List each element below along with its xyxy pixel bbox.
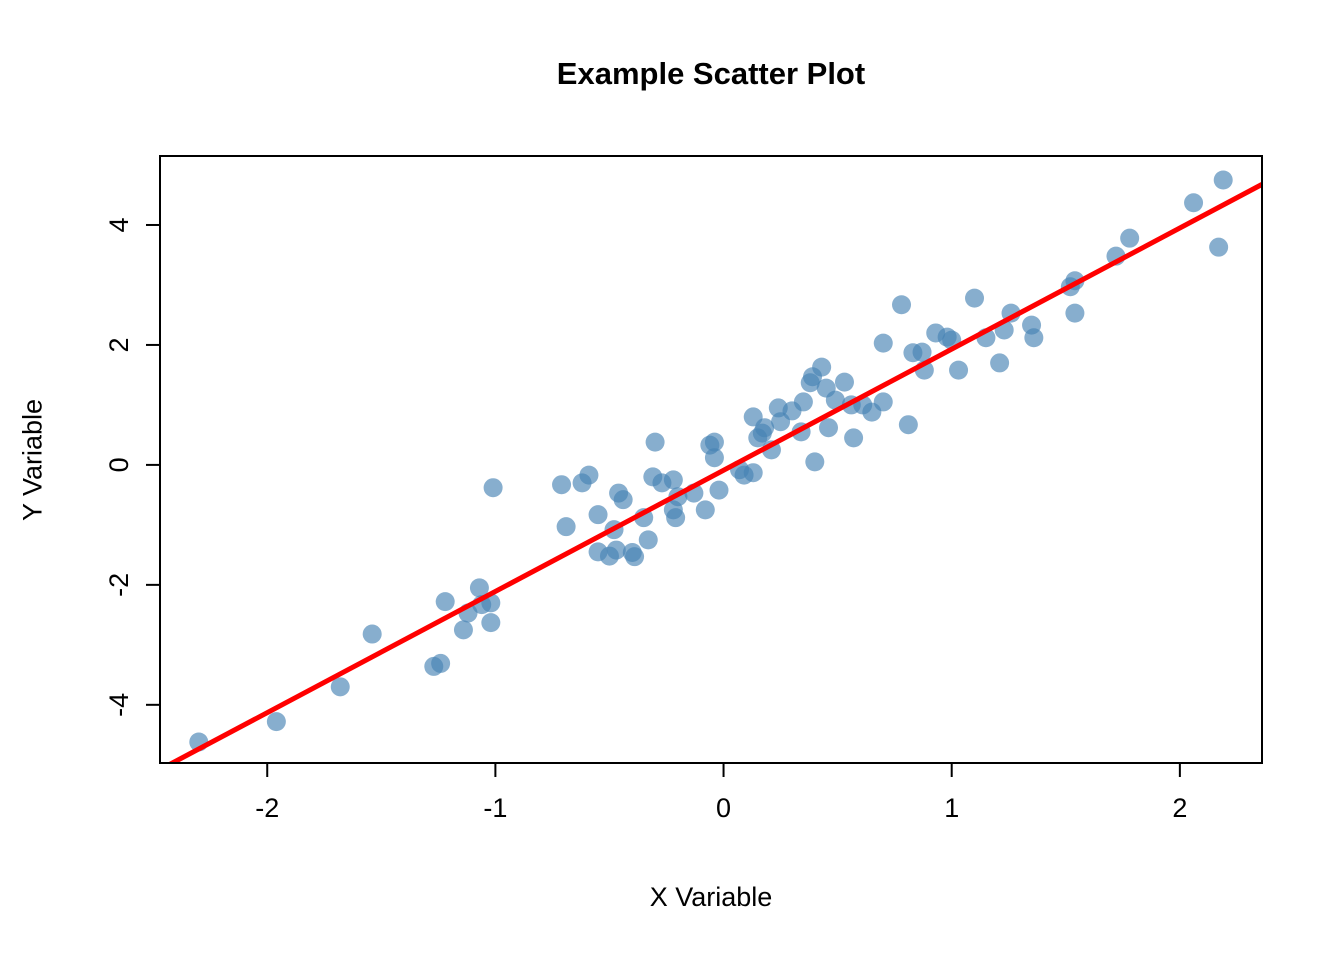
data-point	[330, 677, 350, 697]
data-point	[1209, 237, 1229, 257]
data-point	[1120, 228, 1140, 248]
x-tick-label: 0	[716, 793, 731, 823]
y-tick-label: -4	[104, 693, 134, 717]
y-tick-label: -2	[104, 573, 134, 597]
x-tick-label: -1	[483, 793, 507, 823]
data-point	[1213, 170, 1233, 190]
data-point	[704, 432, 724, 452]
data-point	[666, 508, 686, 528]
data-point	[579, 465, 599, 485]
data-point	[844, 428, 864, 448]
data-point	[1024, 328, 1044, 348]
data-point	[709, 480, 729, 500]
data-point	[613, 490, 633, 510]
data-point	[695, 500, 715, 520]
data-point	[819, 418, 839, 438]
data-point	[431, 653, 451, 673]
data-point	[453, 620, 473, 640]
y-tick-label: 2	[104, 337, 134, 352]
data-point	[949, 360, 969, 380]
data-point	[805, 452, 825, 472]
data-point	[873, 392, 893, 412]
data-point	[793, 392, 813, 412]
data-point	[435, 592, 455, 612]
x-tick-label: 2	[1172, 793, 1187, 823]
data-point	[892, 295, 912, 315]
data-point	[704, 448, 724, 468]
regression-line	[167, 182, 1262, 763]
data-point	[912, 342, 932, 362]
data-point	[990, 353, 1010, 373]
data-point	[481, 613, 501, 633]
data-point	[898, 415, 918, 435]
data-point	[1065, 303, 1085, 323]
y-tick-label: 0	[104, 457, 134, 472]
data-point	[1184, 193, 1204, 213]
scatter-points-group	[189, 170, 1233, 752]
data-point	[266, 712, 286, 732]
data-point	[645, 432, 665, 452]
y-axis-label: Y Variable	[17, 398, 48, 522]
x-axis-label: X Variable	[649, 882, 773, 912]
data-point	[638, 530, 658, 550]
data-point	[556, 517, 576, 537]
data-point	[965, 288, 985, 308]
chart-title: Example Scatter Plot	[556, 56, 866, 91]
data-point	[362, 624, 382, 644]
data-point	[834, 372, 854, 392]
data-point	[588, 505, 608, 525]
x-tick-label: -2	[255, 793, 279, 823]
data-point	[812, 357, 832, 377]
data-point	[755, 418, 775, 438]
data-point	[663, 470, 683, 490]
data-point	[743, 463, 763, 483]
plot-border	[159, 155, 1263, 764]
data-point	[552, 475, 572, 495]
data-point	[483, 478, 503, 498]
data-point	[625, 547, 645, 567]
y-tick-label: 4	[104, 217, 134, 232]
x-tick-label: 1	[944, 793, 959, 823]
data-point	[873, 333, 893, 353]
data-point	[469, 578, 489, 598]
data-point	[606, 540, 626, 560]
data-point	[825, 390, 845, 410]
regression-line-group	[167, 182, 1262, 763]
